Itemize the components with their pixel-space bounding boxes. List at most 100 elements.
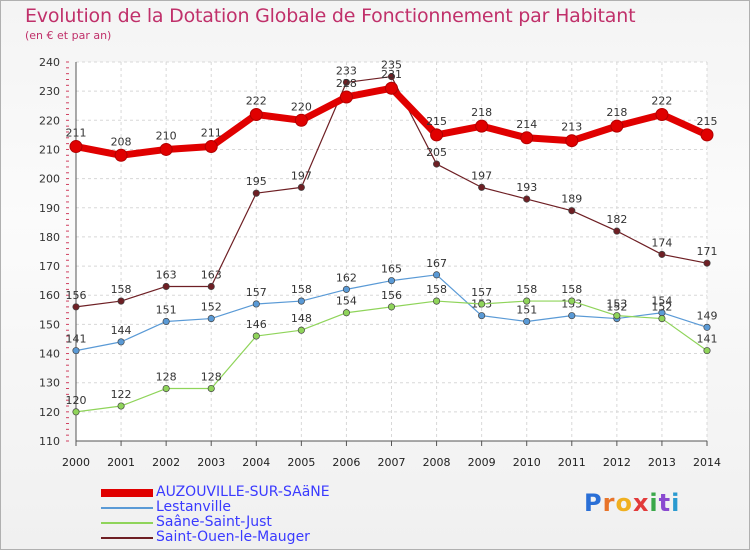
- data-label: 141: [66, 333, 87, 346]
- plot-area: [76, 62, 707, 441]
- x-tick-label: 2012: [603, 456, 631, 469]
- data-point: [565, 134, 579, 148]
- data-label: 167: [426, 257, 447, 270]
- data-label: 189: [561, 193, 582, 206]
- data-label: 171: [697, 245, 718, 258]
- data-point: [523, 195, 531, 203]
- y-tick-label: 230: [39, 85, 60, 98]
- data-label: 214: [516, 118, 537, 131]
- data-label: 211: [66, 127, 87, 140]
- data-point: [385, 81, 398, 95]
- data-point: [568, 207, 576, 215]
- x-tick-label: 2013: [648, 456, 676, 469]
- data-point: [613, 312, 621, 320]
- data-label: 158: [561, 283, 582, 296]
- data-label: 154: [336, 295, 357, 308]
- data-label: 222: [651, 94, 672, 107]
- x-tick-label: 2004: [242, 456, 270, 469]
- y-tick-label: 150: [39, 318, 60, 331]
- data-point: [342, 285, 350, 293]
- legend-label: Saint-Ouen-le-Mauger: [156, 529, 310, 545]
- data-label: 158: [426, 283, 447, 296]
- data-label: 197: [471, 169, 492, 182]
- y-tick-label: 220: [39, 114, 60, 127]
- data-point: [162, 282, 170, 291]
- data-point: [297, 326, 305, 334]
- data-point: [478, 300, 486, 308]
- data-point: [523, 317, 531, 326]
- data-label: 157: [246, 286, 267, 299]
- legend-swatch: [101, 489, 153, 497]
- data-label: 120: [66, 394, 87, 407]
- logo-letter: P: [584, 489, 603, 517]
- x-tick-label: 2014: [693, 456, 721, 469]
- x-tick-label: 2008: [423, 456, 451, 469]
- data-label: 152: [606, 301, 627, 314]
- legend-label: Lestanville: [156, 499, 231, 515]
- y-tick-label: 130: [39, 377, 60, 390]
- data-label: 146: [246, 318, 267, 331]
- data-point: [207, 315, 215, 323]
- data-label: 205: [426, 146, 447, 159]
- data-label: 149: [697, 309, 718, 322]
- data-point: [72, 347, 80, 355]
- y-tick-label: 120: [39, 406, 60, 419]
- data-point: [297, 183, 305, 191]
- data-point: [117, 338, 125, 346]
- legend-swatch: [101, 537, 153, 539]
- x-tick-label: 2007: [378, 456, 406, 469]
- data-label: 158: [516, 283, 537, 296]
- data-point: [342, 309, 350, 317]
- data-point: [520, 131, 534, 145]
- data-label: 233: [336, 64, 357, 77]
- data-point: [703, 323, 711, 331]
- logo-letter: t: [658, 489, 672, 517]
- data-label: 174: [651, 236, 672, 249]
- y-tick-label: 160: [39, 289, 60, 302]
- data-label: 220: [291, 100, 312, 113]
- logo-letter: r: [602, 489, 616, 517]
- data-label: 128: [156, 371, 177, 384]
- data-point: [523, 297, 531, 305]
- data-label: 211: [201, 127, 222, 140]
- data-label: 148: [291, 312, 312, 325]
- y-tick-label: 170: [39, 260, 60, 273]
- data-point: [658, 250, 666, 258]
- data-label: 156: [66, 289, 87, 302]
- data-label: 210: [156, 129, 177, 142]
- data-point: [703, 347, 711, 355]
- legend-label: Saâne-Saint-Just: [156, 514, 272, 530]
- x-tick-label: 2005: [287, 456, 315, 469]
- data-label: 151: [516, 303, 537, 316]
- data-point: [69, 140, 83, 154]
- data-point: [655, 107, 669, 121]
- data-label: 141: [697, 333, 718, 346]
- data-point: [478, 183, 486, 191]
- data-label: 218: [606, 106, 627, 119]
- x-tick-label: 2002: [152, 456, 180, 469]
- data-label: 231: [381, 68, 402, 81]
- data-point: [430, 128, 444, 142]
- data-point: [207, 282, 215, 291]
- data-label: 162: [336, 271, 357, 284]
- data-label: 215: [426, 115, 447, 128]
- data-label: 213: [561, 121, 582, 134]
- data-label: 197: [291, 169, 312, 182]
- data-label: 165: [381, 263, 402, 276]
- proxiti-logo: Proxiti: [584, 489, 680, 517]
- legend-swatch: [101, 507, 153, 509]
- data-label: 182: [606, 213, 627, 226]
- data-label: 218: [471, 106, 492, 119]
- data-label: 144: [111, 324, 132, 337]
- data-label: 153: [606, 298, 627, 311]
- data-point: [339, 90, 353, 104]
- y-tick-label: 190: [39, 202, 60, 215]
- chart-title: Evolution de la Dotation Globale de Fonc…: [25, 5, 636, 27]
- x-tick-label: 2000: [62, 456, 90, 469]
- data-point: [204, 140, 218, 154]
- y-tick-label: 240: [39, 56, 60, 69]
- data-label: 151: [156, 303, 177, 316]
- data-point: [700, 128, 714, 142]
